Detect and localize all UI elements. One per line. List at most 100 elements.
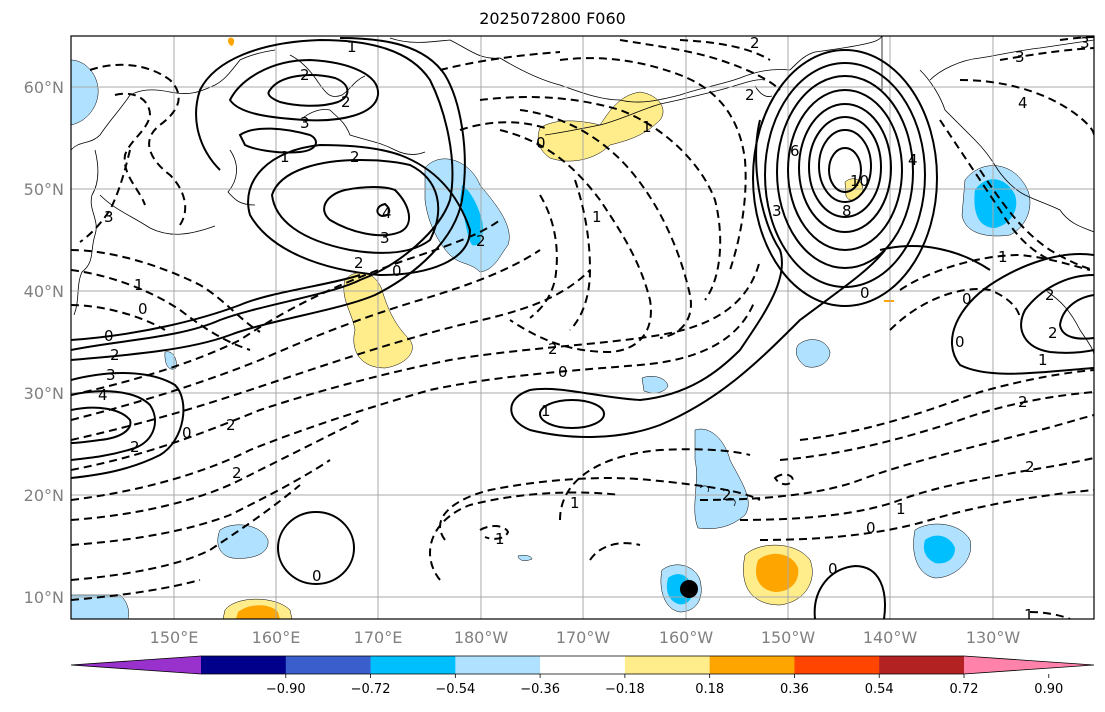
positive-anomaly-patch [228,37,235,46]
solid-contour [808,116,882,218]
solid-contour [71,38,454,351]
colorbar-tick-label: 0.90 [1034,682,1063,697]
map-border [70,35,1095,620]
solid-contour-layer [71,37,1094,619]
storm-marker [680,580,698,598]
longitude-label: 140°W [863,628,918,647]
longitude-label: 130°W [966,628,1021,647]
longitude-label: 170°E [354,628,403,647]
contour-label: 2 [750,34,760,52]
solid-contour [270,158,440,254]
latitude-label: 30°N [24,384,64,403]
contour-label: 0 [955,333,965,351]
contour-label: 0 [866,519,876,537]
solid-contour [71,390,156,461]
dashed-contour [779,391,1094,461]
negative-anomaly-patch [71,594,129,619]
contour-label: 2 [1048,324,1058,342]
coastline [73,149,99,316]
dashed-contour [999,47,1094,61]
contour-label: 2 [1018,393,1028,411]
coastline [71,49,276,151]
coastline [99,194,216,235]
solid-contour [798,103,892,233]
contour-label: 4 [908,151,918,169]
colorbar-segment [540,656,626,674]
solid-contour [950,253,1094,375]
coastline [699,485,709,493]
contour-label: 4 [98,386,108,404]
solid-contour [1020,274,1094,354]
dashed-contour [114,92,152,206]
longitude-label: 170°W [556,628,611,647]
solid-contour [71,406,132,444]
solid-contour [376,202,391,218]
dashed-contour [71,299,756,501]
colorbar-segment [455,656,541,674]
contour-label: 2 [745,86,755,104]
contour-label: 2 [350,148,360,166]
colorbar-tick-label: −0.72 [351,682,391,697]
dashed-contour [519,109,692,339]
dashed-contour [1059,36,1094,41]
contour-label: 0 [104,327,114,345]
contour-label: 1 [1038,351,1048,369]
dashed-contour [759,489,1094,541]
contour-label: 1 [1024,606,1034,624]
contour-label: 1 [592,208,602,226]
dashed-contour [739,457,1094,521]
contour-label: 1 [570,494,580,512]
dashed-contour [979,169,1094,271]
coastline [789,36,883,71]
dashed-contour [889,288,1021,331]
contour-labels: 1 2 3 2 1 2 4 3 2 0 2 0 0 2 3 4 0 2 2 2 … [98,34,1090,624]
positive-anomaly-patch [884,300,894,302]
dashed-contour [773,473,795,486]
dashed-contour [71,419,361,521]
colorbar-segment [624,656,711,674]
dashed-contour [699,414,1094,501]
contour-label: 2 [1025,458,1035,476]
colorbar-tick-label: 0.54 [865,682,894,697]
solid-contour [539,399,605,429]
solid-contour [71,37,466,361]
latitude-label: 40°N [24,282,64,301]
contour-label: 0 [558,363,568,381]
coastline [299,109,426,155]
coastline [919,69,1094,233]
negative-anomaly-patch [460,185,483,246]
colorbar-tick-label: 0.72 [950,682,979,697]
dashed-contour [459,121,546,131]
contour-label: 2 [722,486,732,504]
negative-anomaly-patch [923,535,955,564]
contour-label: 8 [842,202,852,220]
contour-label: 2 [232,464,242,482]
coastline [754,85,773,97]
longitude-label: 160°E [252,628,301,647]
latitude-labels: 60°N 50°N 40°N 30°N 20°N 10°N [24,78,64,607]
dashed-contour [479,96,722,301]
colorbar-segment [201,656,287,674]
contour-label: 2 [130,438,140,456]
contour-label: 1 [541,402,551,420]
dashed-contour [559,448,751,521]
solid-contour [818,129,872,203]
graticule [71,36,1094,619]
contour-label: 1 [134,276,144,294]
dashed-contour [71,579,201,601]
solid-contour [1058,294,1094,340]
latitude-label: 60°N [24,78,64,97]
dashed-contour [439,477,761,541]
contour-label: 2 [341,93,351,111]
solid-contour [277,511,355,585]
colorbar-extend-low [71,656,201,674]
coastline-layer [71,36,1094,507]
contour-label: 0 [828,560,838,578]
contour-label: 2 [548,340,558,358]
colorbar-segment [285,656,372,674]
contour-label: 4 [382,204,392,222]
contour-label: 1 [495,530,505,548]
dashed-contour [499,129,652,354]
contour-label: 1 [896,500,906,518]
